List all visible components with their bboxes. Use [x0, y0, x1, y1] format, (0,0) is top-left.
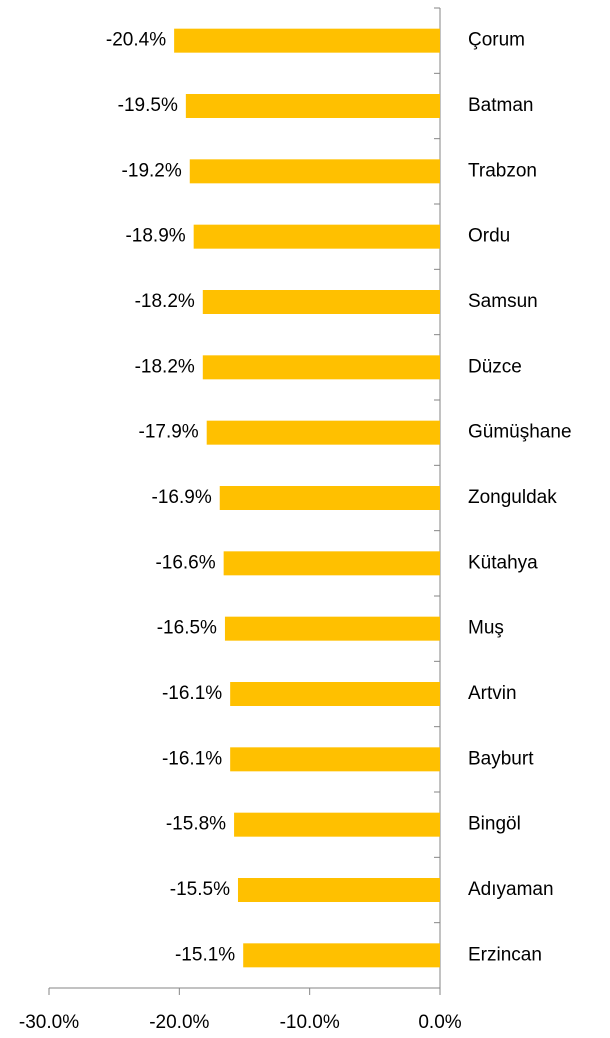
- category-label: Muş: [468, 618, 504, 639]
- data-label: -18.2%: [135, 291, 195, 312]
- bar: [234, 812, 440, 837]
- bar: [219, 486, 440, 510]
- bar: [223, 551, 440, 576]
- category-label: Çorum: [468, 30, 525, 51]
- bar: [206, 420, 440, 445]
- category-label: Erzincan: [468, 944, 542, 965]
- bar: [224, 616, 440, 641]
- data-label: -16.1%: [162, 748, 222, 769]
- x-tick-label: -30.0%: [19, 1012, 79, 1033]
- bar: [174, 28, 440, 53]
- data-label: -18.2%: [135, 356, 195, 377]
- category-label: Zonguldak: [468, 487, 557, 508]
- category-label: Batman: [468, 95, 533, 116]
- bar: [189, 159, 440, 184]
- bar: [230, 682, 440, 706]
- category-label: Gümüşhane: [468, 422, 572, 443]
- data-label: -15.1%: [175, 944, 235, 965]
- category-label: Samsun: [468, 291, 538, 312]
- category-label: Artvin: [468, 683, 517, 704]
- x-tick-label: -20.0%: [149, 1012, 209, 1033]
- category-label: Trabzon: [468, 160, 537, 181]
- category-label: Ordu: [468, 226, 510, 247]
- bar: [243, 943, 440, 968]
- data-label: -15.8%: [166, 814, 226, 835]
- bar: [230, 747, 440, 772]
- data-label: -18.9%: [125, 226, 185, 247]
- category-label: Düzce: [468, 356, 522, 377]
- bar: [237, 878, 440, 902]
- category-label: Bingöl: [468, 814, 521, 835]
- data-label: -15.5%: [170, 879, 230, 900]
- data-label: -16.6%: [155, 552, 215, 573]
- data-label: -16.5%: [157, 618, 217, 639]
- category-label: Bayburt: [468, 748, 534, 769]
- data-label: -16.9%: [152, 487, 212, 508]
- bar: [202, 355, 440, 380]
- bar: [202, 290, 440, 314]
- category-label: Kütahya: [468, 552, 538, 573]
- x-tick-label: 0.0%: [418, 1012, 461, 1033]
- data-label: -20.4%: [106, 30, 166, 51]
- data-label: -19.5%: [118, 95, 178, 116]
- x-tick-label: -10.0%: [280, 1012, 340, 1033]
- data-label: -19.2%: [122, 160, 182, 181]
- data-label: -16.1%: [162, 683, 222, 704]
- bar: [185, 94, 440, 118]
- bar: [193, 224, 440, 249]
- category-label: Adıyaman: [468, 879, 554, 900]
- data-label: -17.9%: [139, 422, 199, 443]
